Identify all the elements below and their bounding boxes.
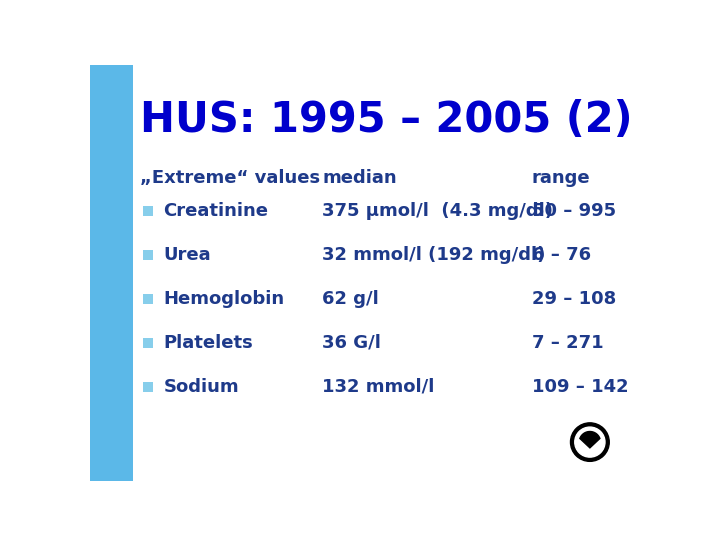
Bar xyxy=(143,250,153,260)
Text: median: median xyxy=(323,168,397,187)
Text: 32 mmol/l (192 mg/dl): 32 mmol/l (192 mg/dl) xyxy=(323,246,546,264)
Circle shape xyxy=(585,433,594,442)
Text: Creatinine: Creatinine xyxy=(163,202,269,220)
Text: 29 – 108: 29 – 108 xyxy=(532,290,616,308)
Circle shape xyxy=(575,427,605,457)
Text: 50 – 995: 50 – 995 xyxy=(532,202,616,220)
Bar xyxy=(143,338,153,348)
Text: „Extreme“ values: „Extreme“ values xyxy=(140,168,320,187)
Text: range: range xyxy=(532,168,590,187)
Text: 6 – 76: 6 – 76 xyxy=(532,246,591,264)
Polygon shape xyxy=(580,431,600,448)
Text: Urea: Urea xyxy=(163,246,211,264)
Text: Hemoglobin: Hemoglobin xyxy=(163,290,284,308)
Text: Sodium: Sodium xyxy=(163,377,239,396)
Text: 7 – 271: 7 – 271 xyxy=(532,334,603,352)
Bar xyxy=(143,382,153,392)
Text: 62 g/l: 62 g/l xyxy=(323,290,379,308)
Text: 375 μmol/l  (4.3 mg/dl): 375 μmol/l (4.3 mg/dl) xyxy=(323,202,554,220)
Bar xyxy=(143,206,153,216)
Text: 109 – 142: 109 – 142 xyxy=(532,377,629,396)
Text: 132 mmol/l: 132 mmol/l xyxy=(323,377,435,396)
Text: HUS: 1995 – 2005 (2): HUS: 1995 – 2005 (2) xyxy=(140,99,633,141)
Circle shape xyxy=(570,423,609,461)
Text: 36 G/l: 36 G/l xyxy=(323,334,382,352)
Text: Platelets: Platelets xyxy=(163,334,253,352)
Bar xyxy=(143,294,153,304)
Bar xyxy=(90,65,132,481)
